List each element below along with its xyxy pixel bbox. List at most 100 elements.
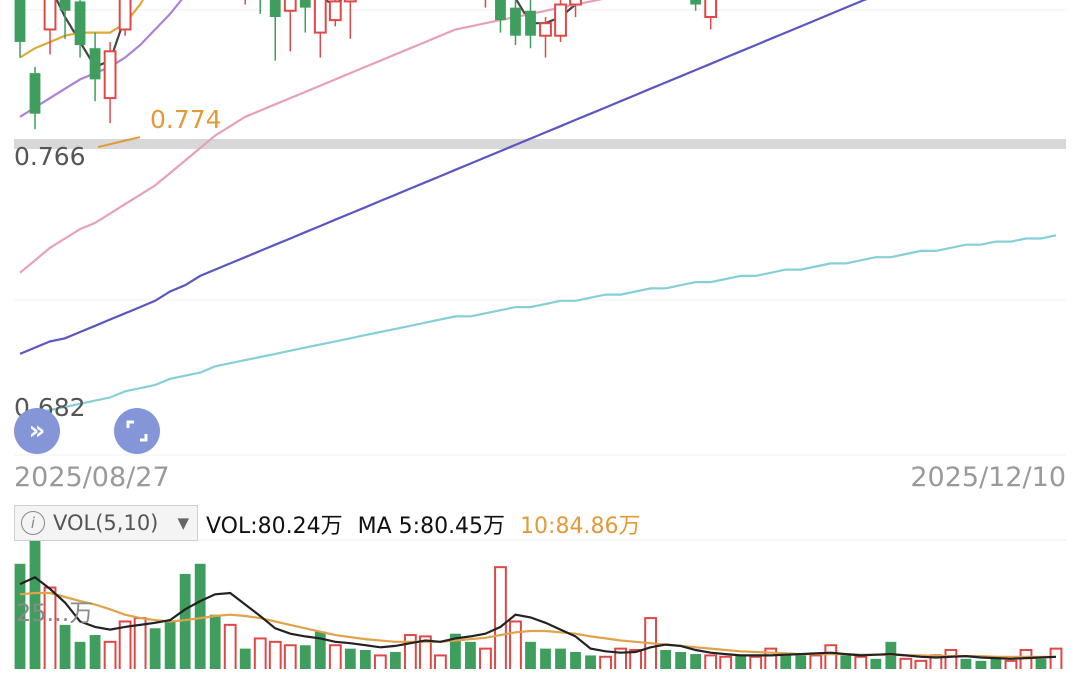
volume-bar-down: [795, 655, 807, 671]
candle-body-up: [313, 0, 327, 34]
double-chevron-right-icon: »: [28, 416, 46, 446]
volume-bar-up: [373, 654, 387, 673]
volume-bar-down: [209, 614, 221, 671]
volume-bar-up: [283, 644, 297, 672]
expand-panel-button[interactable]: »: [14, 408, 60, 454]
volume-bar-up: [103, 640, 117, 672]
candle-body-down: [299, 0, 311, 8]
volume-bar-down: [1035, 658, 1047, 671]
date-end: 2025/12/10: [910, 462, 1066, 493]
volume-bar-up: [1004, 659, 1018, 673]
volume-bar-down: [450, 633, 461, 671]
volume-bar-up: [749, 655, 763, 672]
volume-bar-down: [525, 641, 536, 671]
indicator-selector[interactable]: i VOL(5,10) ▼: [14, 505, 198, 541]
volume-bar-down: [149, 628, 161, 671]
volume-bar-up: [899, 657, 913, 673]
volume-ma5-line: [19, 576, 1057, 660]
volume-bar-up: [328, 644, 342, 672]
volume-bar-down: [870, 658, 882, 671]
volume-bar-up: [854, 655, 868, 672]
volume-bar-up: [599, 655, 612, 672]
volume-bar-up: [223, 623, 237, 672]
volume-bar-down: [540, 648, 551, 671]
candle-body-up: [554, 3, 567, 37]
date-start: 2025/08/27: [14, 462, 170, 493]
volume-bar-down: [29, 540, 41, 671]
volume-bar-down: [690, 654, 702, 671]
volume-bar-down: [780, 654, 792, 671]
volume-bar-up: [719, 655, 733, 672]
volume-bar-down: [74, 641, 86, 671]
volume-bar-down: [960, 658, 972, 671]
candle-body-up: [103, 50, 117, 100]
volume-bar-down: [389, 652, 401, 671]
volume-bar-down: [59, 624, 71, 671]
volume-bar-up: [1049, 647, 1063, 673]
ma-line-4: [19, 0, 603, 274]
vol-ma10: 10:84.86万: [520, 514, 641, 539]
candle-body-down: [89, 48, 101, 80]
candle-body-up: [539, 22, 552, 37]
info-icon[interactable]: i: [21, 511, 45, 535]
candle-body-down: [29, 73, 41, 114]
volume-bar-up: [809, 654, 823, 673]
recent-low-pointer: [97, 136, 141, 149]
volume-bar-up: [704, 654, 718, 673]
candle-body-down: [14, 0, 26, 42]
volume-bar-up: [494, 566, 507, 672]
volume-bar-down: [344, 648, 356, 671]
volume-axis-label: 25...万: [16, 599, 94, 627]
candle-body-down: [690, 0, 702, 5]
volume-bar-down: [299, 645, 311, 671]
volume-bar-up: [944, 648, 958, 673]
volume-bar-down: [975, 660, 987, 671]
candle-body-down: [510, 7, 521, 36]
vol-value: VOL:80.24万: [206, 514, 343, 539]
volume-bar-up: [434, 654, 447, 673]
volume-bar-down: [314, 631, 326, 671]
fullscreen-button[interactable]: [114, 408, 160, 454]
candle-body-up: [328, 0, 342, 22]
volume-bar-up: [914, 659, 928, 673]
volume-bar-up: [479, 647, 492, 673]
candle-body-up: [569, 0, 582, 6]
volume-bar-down: [660, 649, 672, 671]
volume-bar-down: [675, 652, 687, 671]
volume-bar-down: [239, 648, 251, 671]
volume-bar-down: [990, 656, 1002, 671]
ma-line-6: [19, 234, 1057, 418]
volume-bar-up: [268, 640, 282, 672]
volume-bar-down: [164, 621, 176, 671]
volume-bar-down: [465, 641, 476, 671]
volume-bar-down: [89, 635, 101, 671]
price-level-high: 0.766: [14, 142, 86, 171]
candle-body-down: [269, 0, 281, 17]
vol-ma5: MA 5:80.45万: [357, 514, 506, 539]
volume-bar-up: [824, 644, 838, 672]
volume-bar-down: [194, 563, 206, 671]
volume-bar-up: [253, 637, 267, 673]
volume-bar-down: [14, 563, 26, 671]
recent-low-label: 0.774: [150, 105, 222, 134]
volume-bar-down: [359, 649, 371, 671]
ma-line-1: [55, 0, 580, 69]
volume-bar-up: [509, 620, 522, 673]
candle-body-up: [118, 0, 132, 31]
price-divider-band: [14, 139, 1066, 149]
indicator-label: VOL(5,10): [53, 511, 159, 535]
volume-bar-down: [570, 652, 581, 671]
candle-body-up: [43, 0, 57, 31]
volume-bar-down: [735, 655, 747, 671]
caret-down-icon: ▼: [177, 514, 189, 532]
ma-line-5: [19, 0, 868, 355]
volume-bar-down: [885, 641, 897, 671]
candle-body-down: [59, 0, 71, 11]
ma-line-3: [19, 0, 183, 118]
volume-bar-down: [555, 648, 566, 671]
volume-readout: VOL:80.24万 MA 5:80.45万 10:84.86万: [206, 508, 640, 540]
candle-body-up: [343, 0, 357, 3]
candle-body-down: [525, 10, 536, 36]
candle-body-down: [74, 1, 86, 46]
